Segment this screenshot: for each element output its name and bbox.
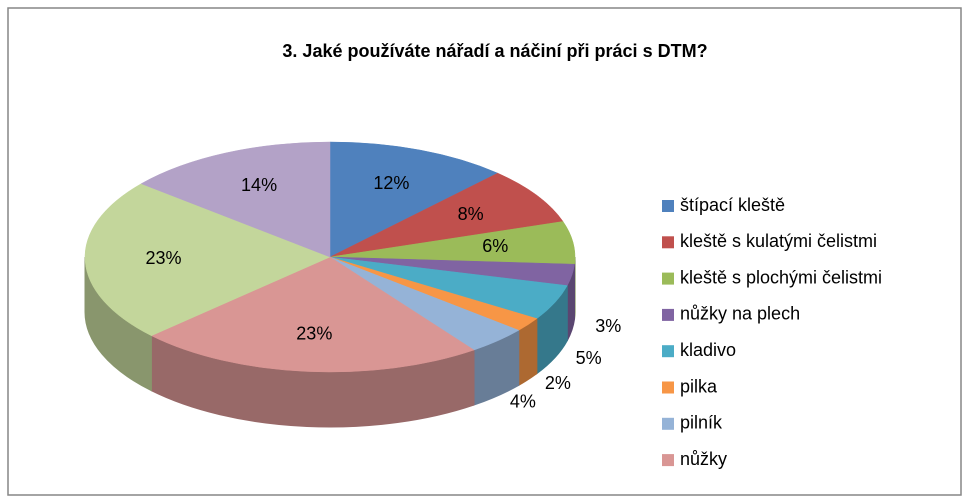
data-label: 23% bbox=[145, 248, 181, 268]
legend-swatch bbox=[662, 345, 674, 358]
slice bbox=[329, 172, 564, 258]
legend-label: nůžky bbox=[680, 449, 727, 469]
legend-swatch bbox=[662, 308, 674, 321]
legend-swatch bbox=[662, 200, 674, 212]
slice bbox=[84, 183, 331, 336]
data-label: 12% bbox=[373, 173, 409, 193]
legend-swatch bbox=[662, 236, 674, 249]
legend-label: pilník bbox=[680, 413, 723, 433]
legend-label: kladivo bbox=[680, 340, 736, 360]
chart-title: 3. Jaké používáte nářadí a náčiní při pr… bbox=[282, 41, 707, 61]
data-label: 23% bbox=[296, 324, 332, 344]
data-label: 4% bbox=[510, 392, 536, 412]
data-label: 6% bbox=[482, 236, 508, 256]
legend-swatch bbox=[662, 381, 674, 394]
legend-label: nůžky na plech bbox=[680, 304, 800, 324]
slice bbox=[150, 256, 475, 373]
data-label: 8% bbox=[458, 204, 484, 224]
data-label: 3% bbox=[595, 316, 621, 336]
legend-swatch bbox=[662, 272, 674, 285]
data-label: 2% bbox=[545, 373, 571, 393]
legend-label: pilka bbox=[680, 376, 718, 396]
slice bbox=[329, 141, 499, 258]
slice bbox=[140, 141, 331, 258]
data-label: 5% bbox=[576, 348, 602, 368]
data-label: 14% bbox=[241, 175, 277, 195]
legend-swatch bbox=[662, 454, 674, 467]
legend-label: štípací kleště bbox=[680, 195, 785, 215]
legend-label: kleště s plochými čelistmi bbox=[680, 267, 882, 287]
legend-label: kleště s kulatými čelistmi bbox=[680, 231, 877, 251]
legend-swatch bbox=[662, 417, 674, 430]
